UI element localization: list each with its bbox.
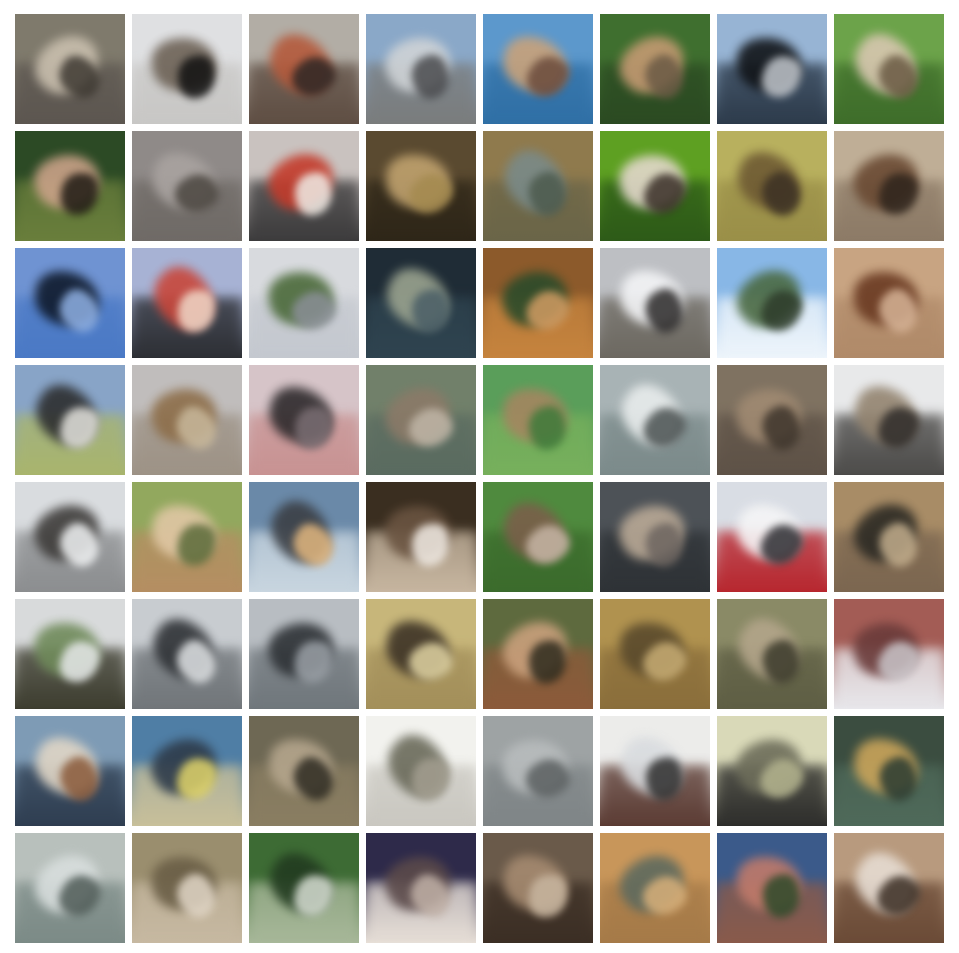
image-tile xyxy=(15,14,125,124)
image-tile xyxy=(249,599,359,709)
image-tile xyxy=(600,833,710,943)
image-tile xyxy=(834,131,944,241)
image-tile xyxy=(483,716,593,826)
image-tile xyxy=(249,365,359,475)
image-tile xyxy=(366,131,476,241)
image-tile xyxy=(249,131,359,241)
image-tile xyxy=(834,365,944,475)
image-tile xyxy=(600,131,710,241)
image-tile xyxy=(717,248,827,358)
image-tile xyxy=(483,248,593,358)
image-tile xyxy=(132,365,242,475)
image-tile xyxy=(717,716,827,826)
image-tile xyxy=(15,482,125,592)
image-tile xyxy=(483,14,593,124)
image-tile xyxy=(483,482,593,592)
image-tile xyxy=(132,248,242,358)
image-tile xyxy=(15,833,125,943)
image-tile xyxy=(132,131,242,241)
image-tile xyxy=(717,599,827,709)
image-tile xyxy=(717,131,827,241)
image-tile xyxy=(600,482,710,592)
image-tile xyxy=(249,482,359,592)
image-tile xyxy=(600,716,710,826)
image-tile xyxy=(600,365,710,475)
image-tile xyxy=(717,482,827,592)
image-tile xyxy=(132,599,242,709)
image-tile xyxy=(834,14,944,124)
image-tile xyxy=(249,833,359,943)
image-tile xyxy=(600,14,710,124)
image-tile xyxy=(249,716,359,826)
image-tile xyxy=(15,716,125,826)
image-tile xyxy=(132,716,242,826)
image-tile xyxy=(717,833,827,943)
image-tile xyxy=(483,599,593,709)
image-tile xyxy=(15,365,125,475)
image-tile xyxy=(366,833,476,943)
image-tile xyxy=(15,248,125,358)
image-tile xyxy=(483,833,593,943)
image-tile xyxy=(132,482,242,592)
image-tile xyxy=(600,599,710,709)
image-tile xyxy=(366,716,476,826)
image-tile xyxy=(132,833,242,943)
image-tile xyxy=(600,248,710,358)
image-tile xyxy=(15,599,125,709)
image-tile xyxy=(366,365,476,475)
image-tile xyxy=(249,14,359,124)
image-tile xyxy=(834,248,944,358)
image-tile xyxy=(15,131,125,241)
image-tile xyxy=(834,482,944,592)
image-tile xyxy=(366,248,476,358)
image-tile xyxy=(366,14,476,124)
image-tile xyxy=(249,248,359,358)
image-tile xyxy=(366,482,476,592)
image-tile xyxy=(366,599,476,709)
image-tile xyxy=(834,833,944,943)
image-tile xyxy=(717,14,827,124)
image-tile xyxy=(834,599,944,709)
image-tile xyxy=(132,14,242,124)
image-tile xyxy=(483,365,593,475)
image-tile xyxy=(834,716,944,826)
image-tile xyxy=(717,365,827,475)
image-tile xyxy=(483,131,593,241)
